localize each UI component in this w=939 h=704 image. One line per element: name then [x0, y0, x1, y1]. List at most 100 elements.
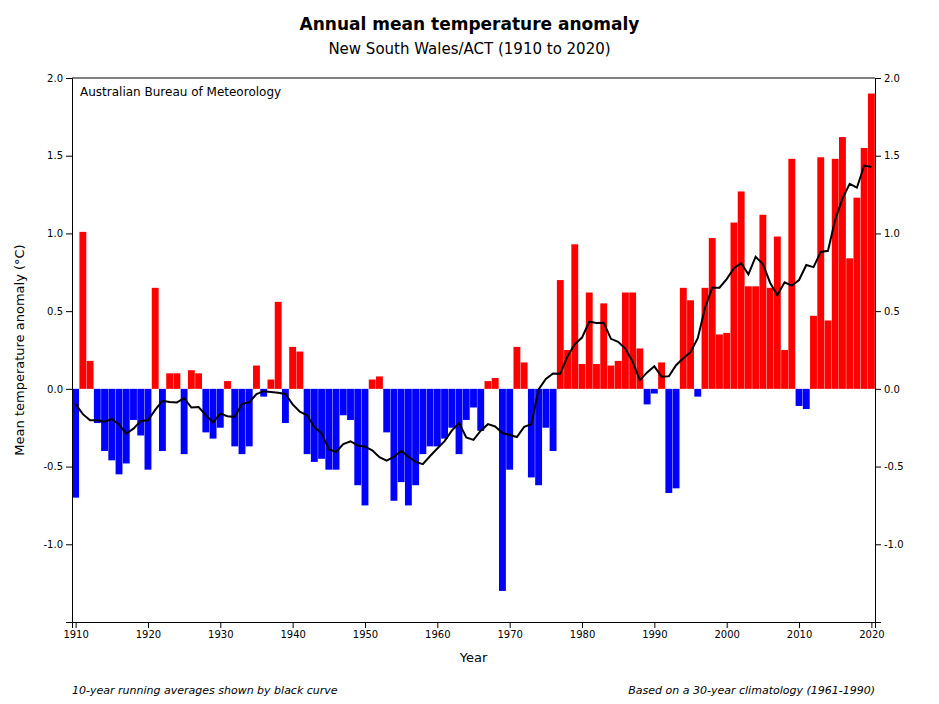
bar: [94, 389, 101, 423]
y-axis: -1.0-0.50.00.51.01.52.0: [43, 73, 72, 623]
tick-mark: [365, 622, 366, 628]
bar: [593, 364, 600, 389]
bar: [832, 159, 839, 389]
bar: [477, 389, 484, 431]
bar: [759, 215, 766, 389]
bar: [622, 292, 629, 388]
bar: [485, 381, 492, 389]
tick-mark: [875, 467, 881, 468]
tick: 1940: [280, 622, 305, 640]
tick-label: 1970: [497, 629, 522, 640]
bar: [405, 389, 412, 506]
chart-svg: 1910192019301940195019601970198019902000…: [0, 0, 939, 704]
tick-label: 1.5: [884, 150, 900, 161]
footnote-left: 10-year running averages shown by black …: [72, 684, 338, 697]
bar: [195, 373, 202, 389]
x-axis-title: Year: [459, 650, 488, 665]
tick-mark: [510, 622, 511, 628]
bar: [608, 366, 615, 389]
bar: [665, 389, 672, 493]
watermark: Australian Bureau of Meteorology: [80, 85, 281, 99]
bar: [390, 389, 397, 501]
bar: [846, 258, 853, 389]
bar: [79, 232, 86, 389]
tick-label: -0.5: [43, 461, 63, 472]
tick: -1.0: [875, 539, 904, 550]
bar: [542, 389, 549, 428]
bar: [853, 198, 860, 389]
tick: 1910: [63, 622, 88, 640]
bar: [636, 348, 643, 388]
tick: 2020: [859, 622, 884, 640]
tick: 1960: [425, 622, 450, 640]
bar: [738, 191, 745, 388]
bar: [441, 389, 448, 439]
tick-label: 0.0: [47, 384, 63, 395]
tick: 1970: [497, 622, 522, 640]
bar: [513, 347, 520, 389]
tick: 0.0: [875, 384, 900, 395]
tick: 0.5: [47, 306, 72, 317]
bar: [159, 389, 166, 451]
bar: [463, 389, 470, 420]
bar: [752, 286, 759, 389]
axis-line: [66, 79, 73, 623]
bar-series: [72, 94, 875, 591]
tick-label: 1950: [353, 629, 378, 640]
bar: [188, 370, 195, 389]
tick-mark: [799, 622, 800, 628]
bar: [673, 389, 680, 488]
bar: [745, 286, 752, 389]
bar: [730, 223, 737, 389]
tick-label: 0.5: [884, 306, 900, 317]
tick: -0.5: [875, 461, 904, 472]
tick-label: 2.0: [47, 73, 63, 84]
bar: [528, 389, 535, 478]
plot: 1910192019301940195019601970198019902000…: [43, 73, 903, 640]
tick-label: 1990: [642, 629, 667, 640]
subtitle: New South Wales/ACT (1910 to 2020): [328, 40, 610, 58]
tick: 2000: [714, 622, 739, 640]
tick-label: 0.0: [884, 384, 900, 395]
tick-label: 2010: [787, 629, 812, 640]
tick: 1920: [136, 622, 161, 640]
bar: [817, 157, 824, 389]
tick-mark: [148, 622, 149, 628]
tick-label: 2020: [859, 629, 884, 640]
bar: [296, 352, 303, 389]
tick-mark: [66, 467, 72, 468]
tick-mark: [875, 78, 881, 79]
tick-label: -1.0: [884, 539, 904, 550]
bar: [123, 389, 130, 464]
chart-container: 1910192019301940195019601970198019902000…: [0, 0, 939, 704]
marks: [72, 94, 875, 591]
bar: [318, 389, 325, 459]
tick-label: 1920: [136, 629, 161, 640]
bar: [492, 378, 499, 389]
bar: [586, 292, 593, 388]
tick-mark: [66, 544, 72, 545]
tick-mark: [76, 622, 77, 628]
bar: [803, 389, 810, 409]
bar: [347, 389, 354, 420]
bar: [87, 361, 94, 389]
bar: [268, 380, 275, 389]
bar: [506, 389, 513, 470]
tick-mark: [875, 311, 881, 312]
bar: [644, 389, 651, 405]
bar: [788, 159, 795, 389]
bar: [412, 389, 419, 485]
bar: [781, 350, 788, 389]
bar: [868, 94, 875, 389]
tick-label: 1980: [570, 629, 595, 640]
bar: [275, 302, 282, 389]
tick: 0.5: [875, 306, 900, 317]
tick-mark: [875, 156, 881, 157]
bar: [550, 389, 557, 451]
bar: [434, 389, 441, 447]
bar: [145, 389, 152, 470]
bar: [217, 389, 224, 428]
bar: [456, 389, 463, 454]
bar: [383, 389, 390, 433]
tick: 1.0: [875, 228, 900, 239]
